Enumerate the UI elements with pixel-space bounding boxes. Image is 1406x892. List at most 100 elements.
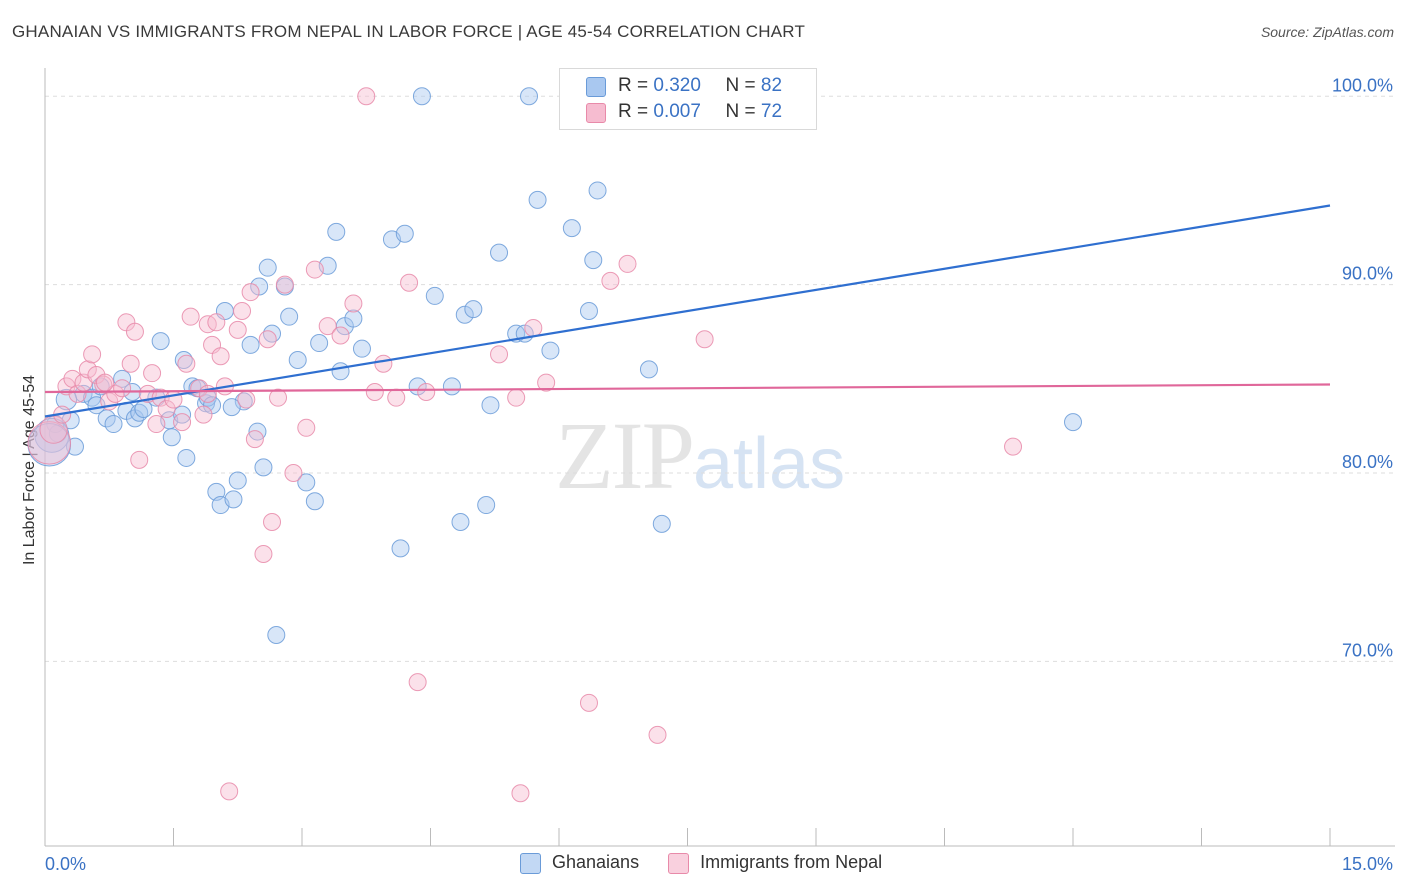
data-point xyxy=(344,294,363,313)
watermark: ZIPatlas xyxy=(555,400,845,511)
legend-stats: R = 0.320 N = 82 R = 0.007 N = 72 xyxy=(559,68,817,130)
data-point xyxy=(121,354,140,373)
data-point xyxy=(408,673,427,692)
data-point xyxy=(695,330,714,349)
data-point xyxy=(1004,437,1023,456)
data-point xyxy=(400,273,419,292)
legend-label-ghanaians: Ghanaians xyxy=(552,852,640,872)
data-point xyxy=(55,388,78,411)
data-point xyxy=(579,693,598,712)
data-point xyxy=(387,388,406,407)
data-point xyxy=(95,373,114,392)
data-point xyxy=(412,87,431,106)
data-point xyxy=(113,369,132,388)
data-point xyxy=(395,224,414,243)
data-point xyxy=(652,514,671,533)
data-point xyxy=(490,345,509,364)
data-point xyxy=(357,87,376,106)
data-point xyxy=(258,330,277,349)
watermark-zip: ZIP xyxy=(555,402,695,509)
data-point xyxy=(233,302,252,321)
x-tick-label: 15.0% xyxy=(1342,854,1393,874)
data-point xyxy=(57,377,76,396)
data-point xyxy=(305,260,324,279)
data-point xyxy=(481,396,500,415)
legend-r-value: 0.320 xyxy=(653,75,701,96)
data-point xyxy=(331,326,350,345)
data-point xyxy=(147,415,166,434)
legend-swatch-pink xyxy=(668,853,690,874)
legend-swatch-blue xyxy=(520,853,541,874)
data-point xyxy=(464,300,483,319)
data-point xyxy=(579,302,598,321)
data-point xyxy=(511,784,530,803)
data-point xyxy=(588,181,607,200)
data-point xyxy=(157,399,176,418)
data-point xyxy=(162,428,181,447)
legend-r-label: R = xyxy=(618,75,649,96)
data-point xyxy=(275,275,294,294)
data-point xyxy=(280,307,299,326)
legend-r-label: R = xyxy=(618,101,649,122)
trend-lines xyxy=(44,204,1331,418)
data-point xyxy=(490,243,509,262)
data-point xyxy=(173,413,192,432)
x-tick-label: 0.0% xyxy=(45,854,86,874)
data-point xyxy=(263,512,282,531)
data-point xyxy=(248,422,267,441)
data-point xyxy=(442,377,461,396)
series-immigrants-from-nepal xyxy=(27,87,1023,803)
data-point xyxy=(297,418,316,437)
data-point xyxy=(177,354,196,373)
data-point xyxy=(601,271,620,290)
data-point xyxy=(305,492,324,511)
legend-r-value: 0.007 xyxy=(653,101,701,122)
y-tick-label: 100.0% xyxy=(1332,75,1393,95)
data-point xyxy=(318,317,337,336)
data-point xyxy=(245,430,264,449)
data-point xyxy=(254,545,273,564)
data-point xyxy=(211,347,230,366)
data-point xyxy=(250,277,269,296)
data-point xyxy=(68,384,87,403)
watermark-atlas: atlas xyxy=(693,424,846,504)
data-point xyxy=(451,512,470,531)
legend-label-nepal: Immigrants from Nepal xyxy=(700,852,883,872)
data-point xyxy=(224,490,243,509)
data-point xyxy=(207,313,226,332)
legend-item-ghanaians[interactable]: Ghanaians xyxy=(520,852,640,874)
legend-n-label: N = xyxy=(725,75,756,96)
data-point xyxy=(639,360,658,379)
data-point xyxy=(284,464,303,483)
data-point xyxy=(222,398,241,417)
data-point xyxy=(562,219,581,238)
data-point xyxy=(241,283,260,302)
legend-n-value: 82 xyxy=(760,75,783,96)
data-point xyxy=(327,222,346,241)
data-point xyxy=(520,87,539,106)
data-point xyxy=(417,383,436,402)
data-point xyxy=(297,473,316,492)
data-point xyxy=(228,320,247,339)
legend-item-nepal[interactable]: Immigrants from Nepal xyxy=(668,852,883,874)
data-point xyxy=(151,332,170,351)
data-point xyxy=(267,626,286,645)
data-point xyxy=(541,341,560,360)
tick-labels: 100.0% 90.0% 80.0% 70.0% 0.0% 15.0% xyxy=(45,75,1393,874)
trend-line-pink xyxy=(44,383,1331,394)
data-point xyxy=(584,251,603,270)
data-point xyxy=(455,305,474,324)
data-point xyxy=(241,335,260,354)
data-point xyxy=(391,539,410,558)
legend-swatch-blue xyxy=(586,77,606,97)
data-point xyxy=(365,383,384,402)
data-point xyxy=(234,392,253,411)
data-point xyxy=(528,190,547,209)
data-point xyxy=(618,254,637,273)
data-point xyxy=(177,448,196,467)
data-point xyxy=(425,286,444,305)
data-point xyxy=(331,362,350,381)
data-point xyxy=(477,496,496,515)
data-point xyxy=(104,415,123,434)
trend-line-blue xyxy=(44,204,1331,418)
